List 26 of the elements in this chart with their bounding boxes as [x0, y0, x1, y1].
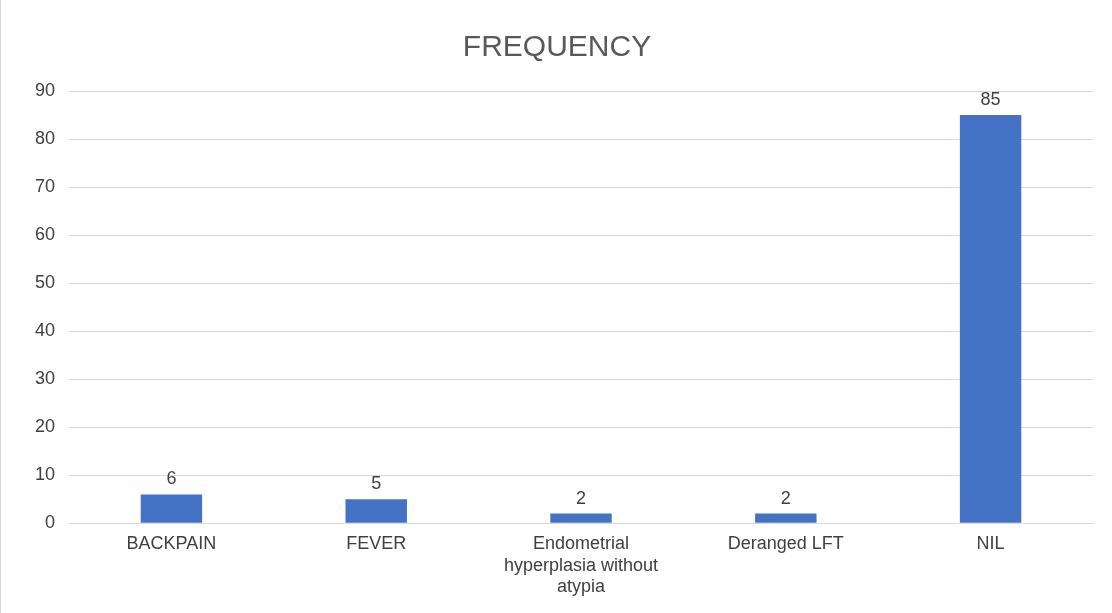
data-label: 5	[371, 473, 382, 494]
x-tick-label: NIL	[976, 532, 1005, 553]
y-tick-label: 90	[34, 79, 56, 100]
y-tick-label: 30	[34, 368, 56, 389]
bar	[959, 115, 1022, 523]
x-tick-label: Deranged LFT	[727, 532, 844, 553]
data-label: 2	[576, 487, 587, 508]
y-tick-label: 60	[34, 224, 56, 245]
y-tick-label: 20	[34, 416, 56, 437]
x-tick-label: Endometrial hyperplasia without atypia	[503, 532, 659, 597]
x-tick-label: FEVER	[346, 532, 407, 553]
y-tick-label: 40	[34, 320, 56, 341]
y-tick-label: 10	[34, 464, 56, 485]
bar	[345, 499, 407, 523]
data-label: 2	[780, 487, 791, 508]
y-tick-label: 0	[45, 512, 56, 533]
bar	[755, 513, 817, 523]
y-tick-label: 70	[34, 176, 56, 197]
y-tick-label: 80	[34, 127, 56, 148]
bar	[140, 494, 203, 523]
y-tick-label: 50	[34, 272, 56, 293]
data-label: 6	[166, 468, 177, 489]
bar	[550, 513, 612, 523]
chart-title: FREQUENCY	[462, 29, 652, 63]
data-label: 85	[980, 88, 1001, 109]
x-tick-label: BACKPAIN	[126, 532, 217, 553]
